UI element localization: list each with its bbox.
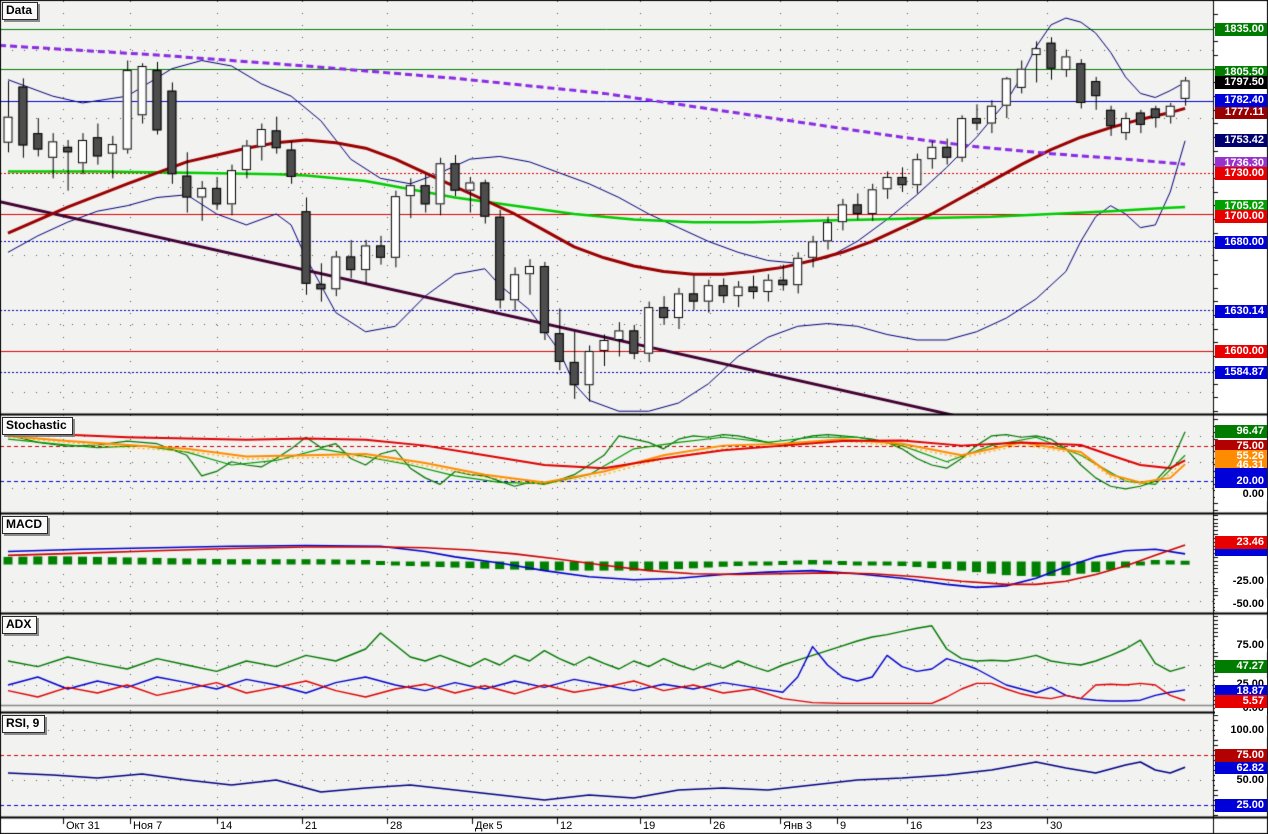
time-axis-label: 14 bbox=[220, 820, 233, 832]
rsi-scale-label: 25.00 bbox=[1215, 798, 1267, 812]
data-scale-label: 1777.11 bbox=[1215, 105, 1267, 119]
adx-scale-label: 18.87 bbox=[1215, 684, 1267, 698]
data-scale-label: 1805.50 bbox=[1215, 65, 1267, 79]
data-scale-label: 1680.00 bbox=[1215, 235, 1267, 249]
stochastic-scale-label: 96.47 bbox=[1215, 424, 1267, 438]
data-scale-label: 1700.00 bbox=[1215, 209, 1267, 223]
time-axis-label: 16 bbox=[910, 820, 923, 832]
time-axis-label: 21 bbox=[305, 820, 318, 832]
adx-scale-label: 5.57 bbox=[1215, 694, 1267, 708]
stochastic-scale-label: 0.00 bbox=[1215, 487, 1267, 501]
time-axis-label: 28 bbox=[390, 820, 403, 832]
data-scale-label: 1600.00 bbox=[1215, 344, 1267, 358]
time-axis-label: 23 bbox=[980, 820, 993, 832]
data-scale-label: 1630.14 bbox=[1215, 304, 1267, 318]
panel-title-adx[interactable]: ADX bbox=[2, 616, 38, 634]
data-scale-label: 1705.02 bbox=[1215, 199, 1267, 213]
time-axis-label: Дек 5 bbox=[475, 820, 503, 832]
time-axis-label: Ноя 7 bbox=[133, 820, 163, 832]
time-axis-label: 9 bbox=[840, 820, 847, 832]
macd-scale-label: -50.00 bbox=[1215, 597, 1267, 611]
stochastic-scale-label: 20.00 bbox=[1215, 474, 1267, 488]
panel-title-stochastic[interactable]: Stochastic bbox=[2, 417, 73, 435]
time-axis-label: Окт 31 bbox=[66, 820, 100, 832]
time-axis-label: 30 bbox=[1050, 820, 1063, 832]
data-scale-label: 1730.00 bbox=[1215, 166, 1267, 180]
data-scale-label: 1797.50 bbox=[1215, 75, 1267, 89]
data-scale-label: 1782.40 bbox=[1215, 93, 1267, 107]
rsi-scale-label: 50.00 bbox=[1215, 773, 1267, 787]
macd-scale-label: 23.46 bbox=[1215, 535, 1267, 549]
stochastic-scale-label: 75.00 bbox=[1215, 439, 1267, 453]
time-axis-label: Янв 3 bbox=[783, 820, 813, 832]
data-scale-label: 1736.30 bbox=[1215, 156, 1267, 170]
rsi-scale-label: 100.00 bbox=[1215, 723, 1267, 737]
data-scale-label: 1835.00 bbox=[1215, 22, 1267, 36]
time-axis-label: 12 bbox=[560, 820, 573, 832]
data-scale-label: 1584.87 bbox=[1215, 365, 1267, 379]
panel-title-macd[interactable]: MACD bbox=[2, 516, 48, 534]
adx-scale-label: 75.00 bbox=[1215, 638, 1267, 652]
adx-scale-label: 47.27 bbox=[1215, 659, 1267, 673]
macd-scale-label: -25.00 bbox=[1215, 574, 1267, 588]
data-scale-label: 1753.42 bbox=[1215, 133, 1267, 147]
rsi-scale-label: 62.82 bbox=[1215, 761, 1267, 775]
panel-title-rsi[interactable]: RSI, 9 bbox=[2, 715, 46, 733]
time-axis-label: 26 bbox=[713, 820, 726, 832]
time-axis-label: 19 bbox=[643, 820, 656, 832]
panel-title-data[interactable]: Data bbox=[2, 2, 39, 20]
rsi-scale-label: 75.00 bbox=[1215, 748, 1267, 762]
